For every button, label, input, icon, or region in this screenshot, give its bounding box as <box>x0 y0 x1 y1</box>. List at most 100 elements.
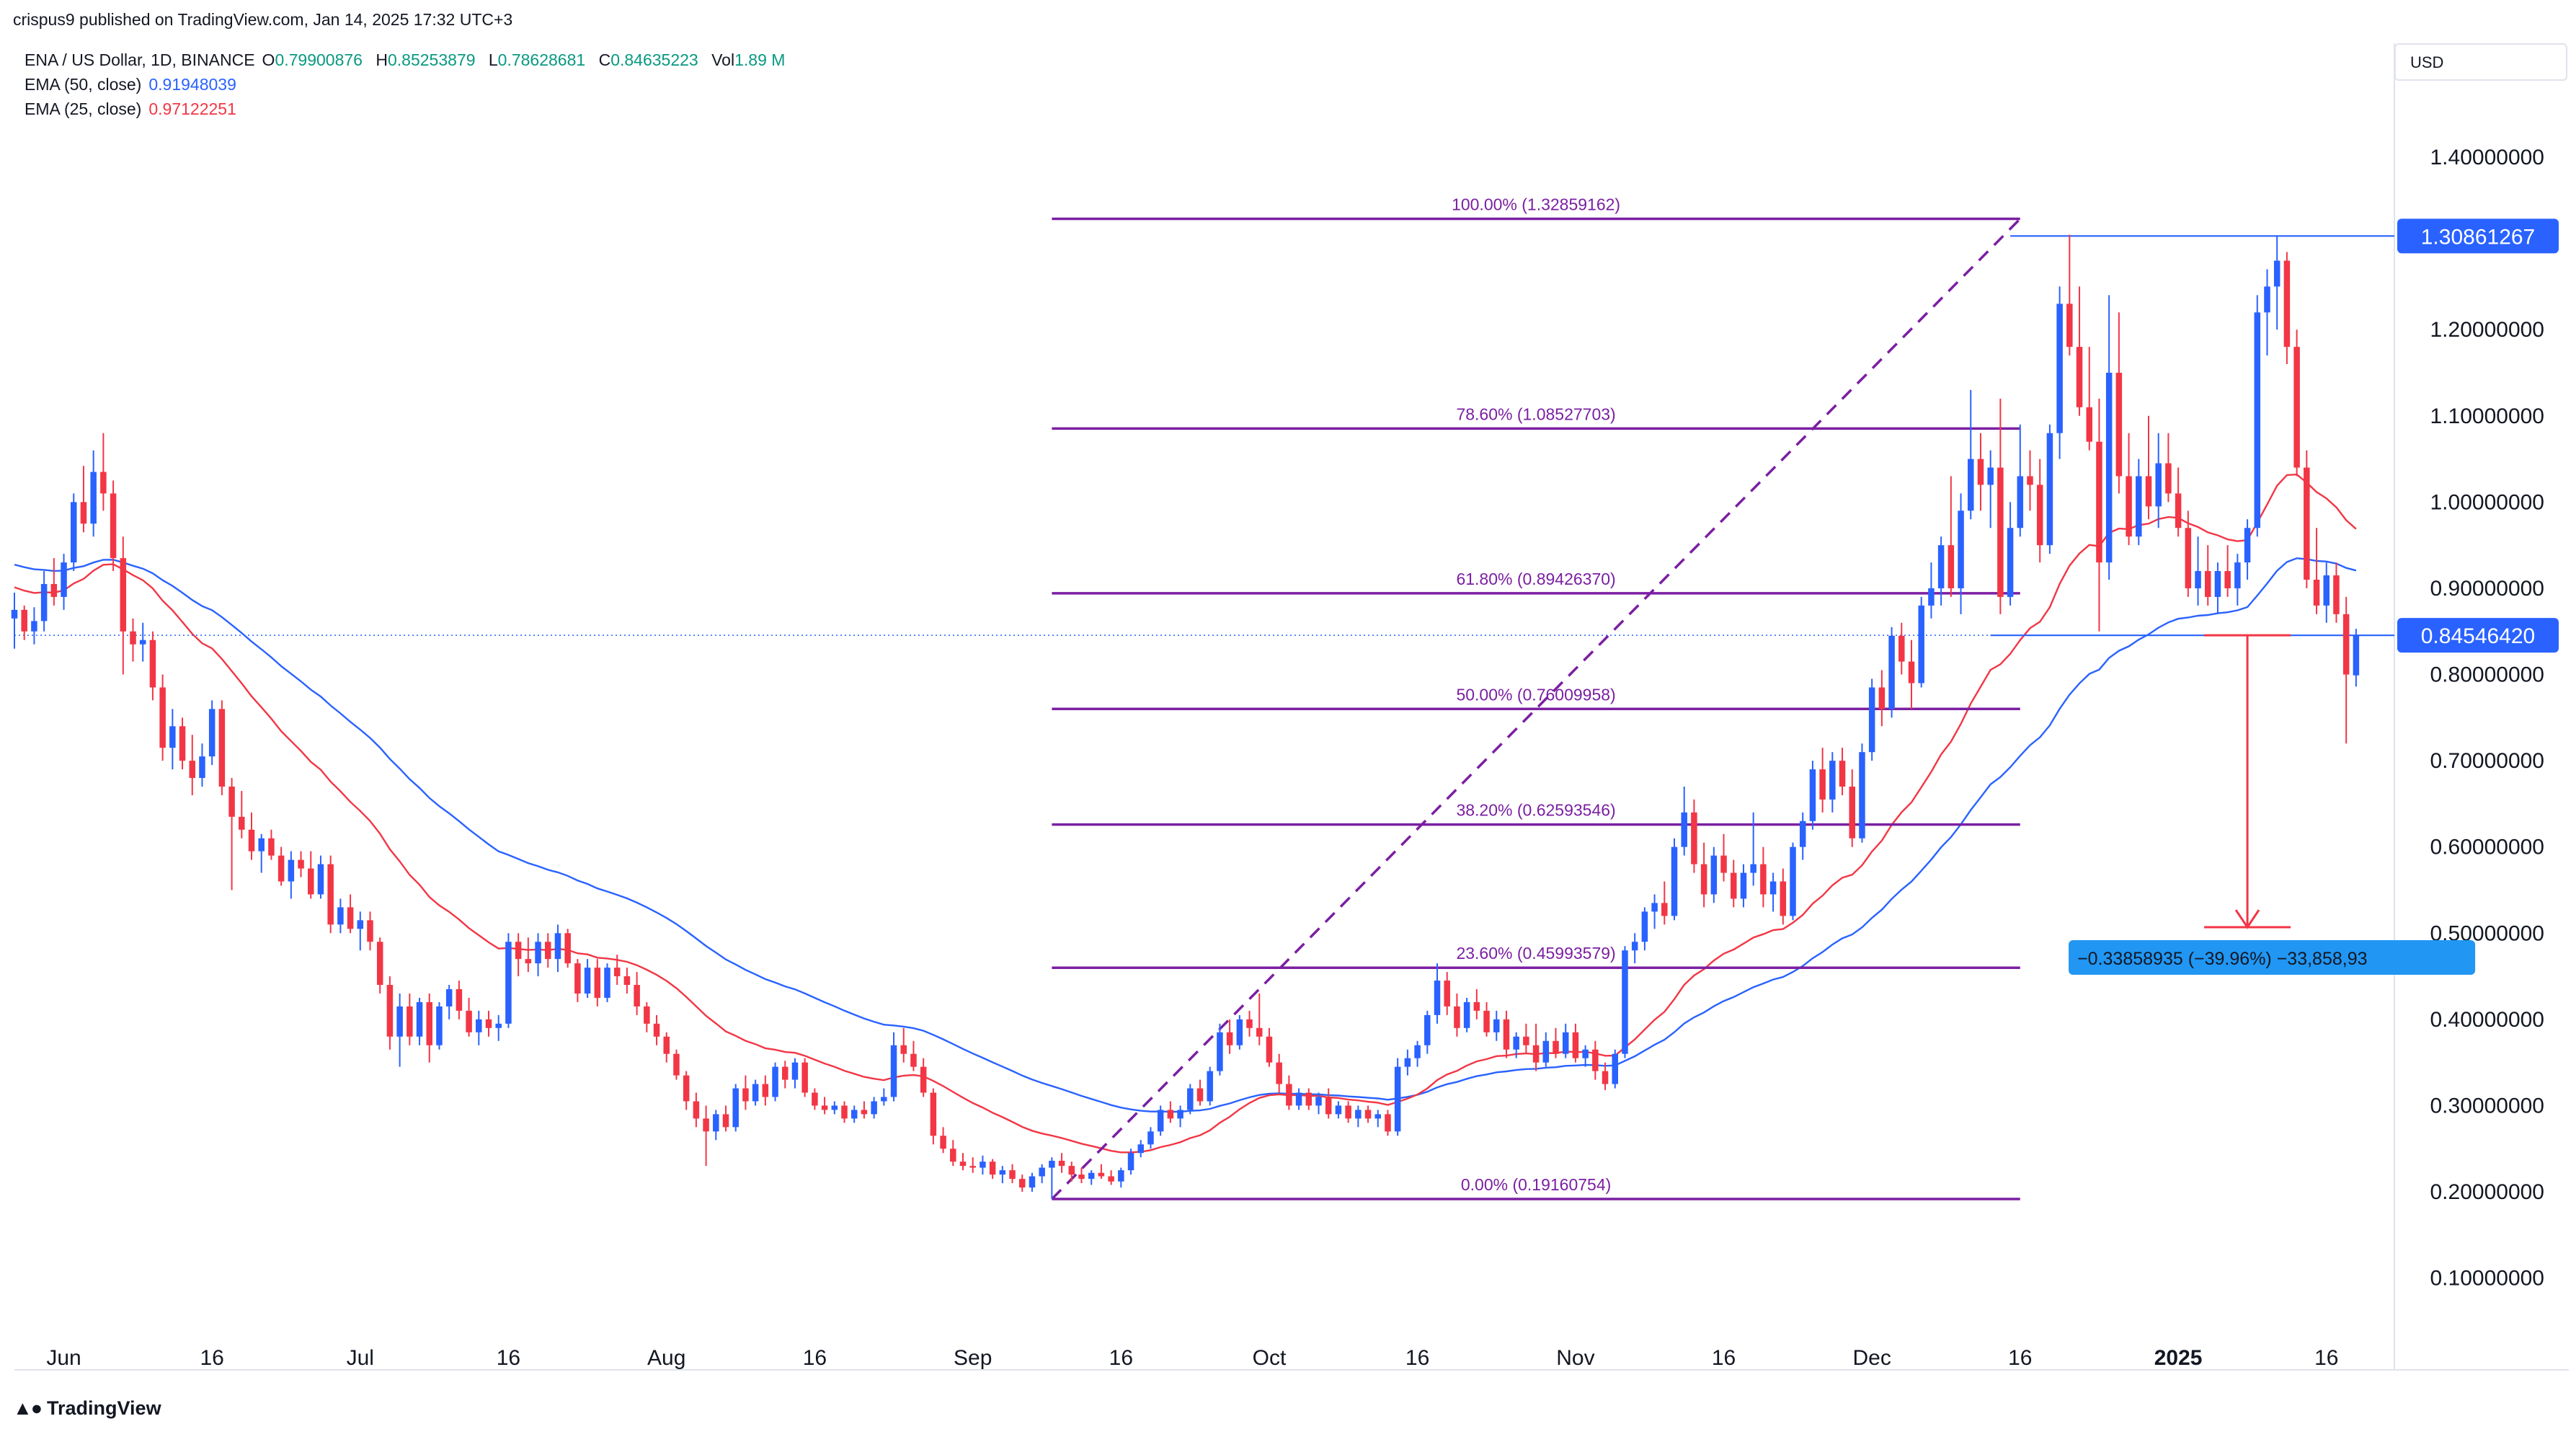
ema25-legend[interactable]: EMA (25, close) 0.97122251 <box>25 97 785 121</box>
candle-body <box>1582 1049 1589 1058</box>
price-tag-label: 0.84546420 <box>2421 624 2536 648</box>
fib-level-label: 23.60% (0.45993579) <box>1456 944 1615 963</box>
candle-body <box>1562 1032 1569 1054</box>
candle-body <box>1790 846 1796 916</box>
candle-body <box>2185 528 2192 588</box>
candle-body <box>1355 1110 1362 1119</box>
candle-body <box>1078 1174 1085 1180</box>
candle-body <box>1928 588 1935 606</box>
candle-body <box>1740 872 1747 899</box>
candle-body <box>1572 1032 1579 1058</box>
candle-body <box>2214 571 2221 597</box>
candle-body <box>495 1023 502 1028</box>
candle-body <box>1236 1019 1243 1045</box>
candle-body <box>920 1066 927 1093</box>
ema50-legend[interactable]: EMA (50, close) 0.91948039 <box>25 72 785 97</box>
candle-body <box>2234 562 2241 588</box>
candle-body <box>1404 1058 1411 1067</box>
candle-body <box>1127 1153 1134 1171</box>
candle-body <box>485 1019 492 1028</box>
candle-body <box>2115 373 2123 477</box>
tradingview-logo[interactable]: ▲● TradingView <box>13 1397 161 1420</box>
candle-body <box>693 1101 700 1119</box>
candle-body <box>456 989 463 1011</box>
ema50-line <box>14 557 2357 1113</box>
candle-body <box>1700 864 1707 895</box>
candle-body <box>1849 786 1855 839</box>
candle-body <box>2283 260 2291 348</box>
candle-body <box>1720 855 1727 873</box>
y-tick-label: 0.20000000 <box>2430 1180 2545 1204</box>
candle-body <box>71 502 77 563</box>
candle-body <box>1947 545 1955 588</box>
candle-body <box>604 968 610 998</box>
candle-body <box>298 859 304 869</box>
candle-body <box>1898 635 1905 662</box>
candle-body <box>1118 1170 1124 1182</box>
x-tick-label: Dec <box>1852 1346 1891 1370</box>
candle-body <box>940 1136 946 1149</box>
candle-body <box>90 472 97 524</box>
candle-body <box>1147 1131 1154 1145</box>
y-tick-label: 0.10000000 <box>2430 1267 2545 1291</box>
candle-body <box>386 985 394 1037</box>
candle-body <box>1661 903 1668 916</box>
candle-body <box>732 1088 739 1128</box>
candle-body <box>21 609 27 632</box>
candle-body <box>2086 407 2092 442</box>
candle-body <box>742 1088 749 1102</box>
candle-body <box>2165 463 2172 494</box>
candle-body <box>376 942 383 986</box>
candle-body <box>644 1006 650 1024</box>
measure-box <box>2069 940 2476 975</box>
candle-body <box>2273 260 2280 287</box>
candle-body <box>1760 864 1767 895</box>
candle-body <box>1058 1160 1065 1167</box>
candle-body <box>1246 1019 1253 1028</box>
candle-body <box>1612 1053 1618 1084</box>
candle-body <box>1542 1040 1550 1063</box>
candle-body <box>2126 476 2132 537</box>
candle-body <box>1473 1001 1480 1011</box>
candle-body <box>11 609 18 619</box>
candle-body <box>980 1162 986 1168</box>
y-tick-label: 0.70000000 <box>2430 749 2545 773</box>
fib-level-label: 100.00% (1.32859162) <box>1452 195 1620 213</box>
candle-body <box>1602 1071 1609 1084</box>
y-tick-label: 0.30000000 <box>2430 1094 2545 1118</box>
x-tick-label: 16 <box>497 1346 520 1370</box>
candle-body <box>1681 812 1687 847</box>
x-tick-label: Jul <box>347 1346 374 1370</box>
candle-body <box>2342 614 2350 675</box>
candle-body <box>1266 1036 1273 1063</box>
price-tag <box>2397 618 2559 653</box>
candle-body <box>357 920 364 929</box>
candle-body <box>2066 304 2073 348</box>
candle-body <box>2224 571 2231 588</box>
candle-body <box>2155 463 2162 507</box>
candle-body <box>910 1053 917 1067</box>
x-tick-label: Aug <box>647 1346 685 1370</box>
candle-body <box>1958 510 1964 588</box>
candle-body <box>1651 903 1658 912</box>
candle-body <box>1780 881 1787 916</box>
x-tick-label: Nov <box>1556 1346 1594 1370</box>
candle-body <box>239 816 245 830</box>
candle-body <box>2036 485 2043 546</box>
candle-body <box>1049 1160 1055 1168</box>
ema25-value: 0.97122251 <box>148 99 236 118</box>
candle-body <box>821 1105 828 1110</box>
candle-body <box>850 1110 858 1119</box>
candle-body <box>228 786 235 817</box>
candle-body <box>40 583 48 621</box>
candle-body <box>2056 304 2063 433</box>
x-tick-label: Sep <box>954 1346 992 1370</box>
candle-body <box>169 726 176 748</box>
symbol-title[interactable]: ENA / US Dollar, 1D, BINANCE <box>25 50 255 69</box>
candle-body <box>1039 1167 1045 1177</box>
candle-body <box>1345 1105 1351 1119</box>
candle-body <box>2017 476 2024 528</box>
candle-body <box>930 1092 937 1136</box>
candle-body <box>900 1045 907 1054</box>
